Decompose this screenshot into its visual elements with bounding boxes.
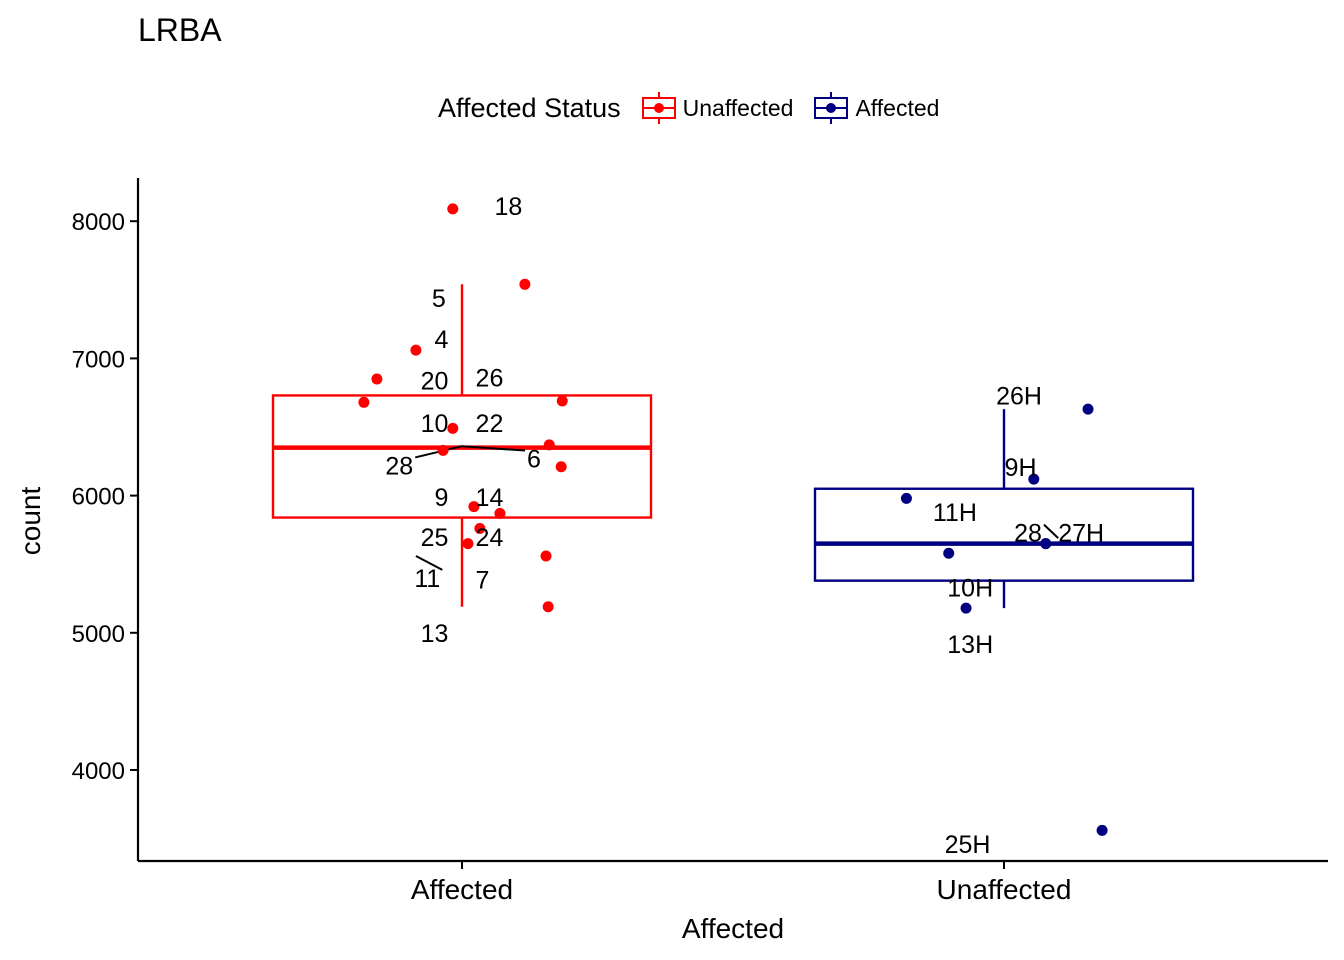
point-label: 28 xyxy=(385,452,413,480)
point-label: 13 xyxy=(421,620,449,648)
y-tick-label: 8000 xyxy=(72,209,125,236)
data-point xyxy=(1040,538,1052,550)
point-label: 25 xyxy=(421,524,449,552)
point-label: 5 xyxy=(432,285,446,313)
label-leader-line xyxy=(1043,523,1059,539)
iqr-box xyxy=(271,394,653,519)
axes: 4000 5000 6000 7000 8000 Affected Unaffected xyxy=(72,178,1328,905)
legend: Affected Status Unaffected Affected xyxy=(438,90,959,126)
x-tick-label: Affected xyxy=(411,874,513,905)
data-point xyxy=(1082,403,1094,415)
data-point xyxy=(447,422,459,434)
data-point xyxy=(358,396,370,408)
point-label: 7 xyxy=(476,566,490,594)
label-leader-line xyxy=(461,445,526,452)
data-point xyxy=(542,601,554,613)
y-axis-title: count xyxy=(15,487,46,556)
data-point xyxy=(468,501,480,513)
y-tick-label: 7000 xyxy=(72,346,125,373)
point-label: 13H xyxy=(947,631,993,659)
data-point xyxy=(494,507,506,519)
data-point xyxy=(1028,473,1040,485)
legend-item-unaffected: Unaffected xyxy=(641,90,794,126)
data-point xyxy=(556,395,568,407)
legend-label-affected: Affected xyxy=(855,94,940,121)
legend-title: Affected Status xyxy=(438,92,621,123)
data-point xyxy=(474,523,486,535)
point-label: 9H xyxy=(1005,454,1037,482)
x-tick-label: Unaffected xyxy=(937,874,1072,905)
point-label: 27H xyxy=(1058,520,1104,548)
data-point xyxy=(447,203,459,215)
point-label: 9 xyxy=(435,484,449,512)
data-points xyxy=(358,203,1108,836)
legend-key-unaffected xyxy=(641,92,676,124)
point-label: 10 xyxy=(421,410,449,438)
data-point xyxy=(555,461,567,473)
point-label: 14 xyxy=(476,484,504,512)
point-label: 11H xyxy=(933,499,977,527)
label-leader-line xyxy=(415,555,443,571)
data-point xyxy=(462,538,474,550)
chart-title: LRBA xyxy=(138,12,222,48)
point-label: 26 xyxy=(476,365,504,393)
x-axis-title: Affected xyxy=(682,913,784,944)
point-label: 25H xyxy=(945,831,991,859)
iqr-box xyxy=(813,487,1195,582)
data-point xyxy=(900,492,912,504)
data-point xyxy=(1096,824,1108,836)
data-point xyxy=(371,373,383,385)
data-point xyxy=(543,439,555,451)
data-point xyxy=(960,602,972,614)
point-label: 6 xyxy=(527,446,541,474)
point-label: 11 xyxy=(414,565,440,593)
y-tick-label: 5000 xyxy=(72,621,125,648)
boxes xyxy=(271,284,1195,609)
point-label: 24 xyxy=(476,524,504,552)
point-label: 4 xyxy=(435,326,449,354)
data-point xyxy=(437,444,449,456)
point-label: 26H xyxy=(996,382,1042,410)
data-point xyxy=(540,550,552,562)
data-point xyxy=(410,344,422,356)
legend-item-affected: Affected xyxy=(813,90,939,126)
data-point xyxy=(943,547,955,559)
point-label: 10H xyxy=(947,575,993,603)
y-tick-label: 4000 xyxy=(72,758,125,785)
data-point xyxy=(519,278,531,290)
legend-label-unaffected: Unaffected xyxy=(682,94,794,121)
point-labels: 18 5 4 20 26 22 10 6 28 9 14 25 24 11 7 13 26H 9H 11H 28 27H… xyxy=(385,193,1104,859)
point-label: 20 xyxy=(421,367,449,395)
point-label: 22 xyxy=(476,410,504,438)
point-label: 28 xyxy=(1014,520,1042,548)
point-label: 18 xyxy=(495,193,523,221)
legend-key-affected xyxy=(814,92,849,124)
y-tick-label: 6000 xyxy=(72,484,125,511)
